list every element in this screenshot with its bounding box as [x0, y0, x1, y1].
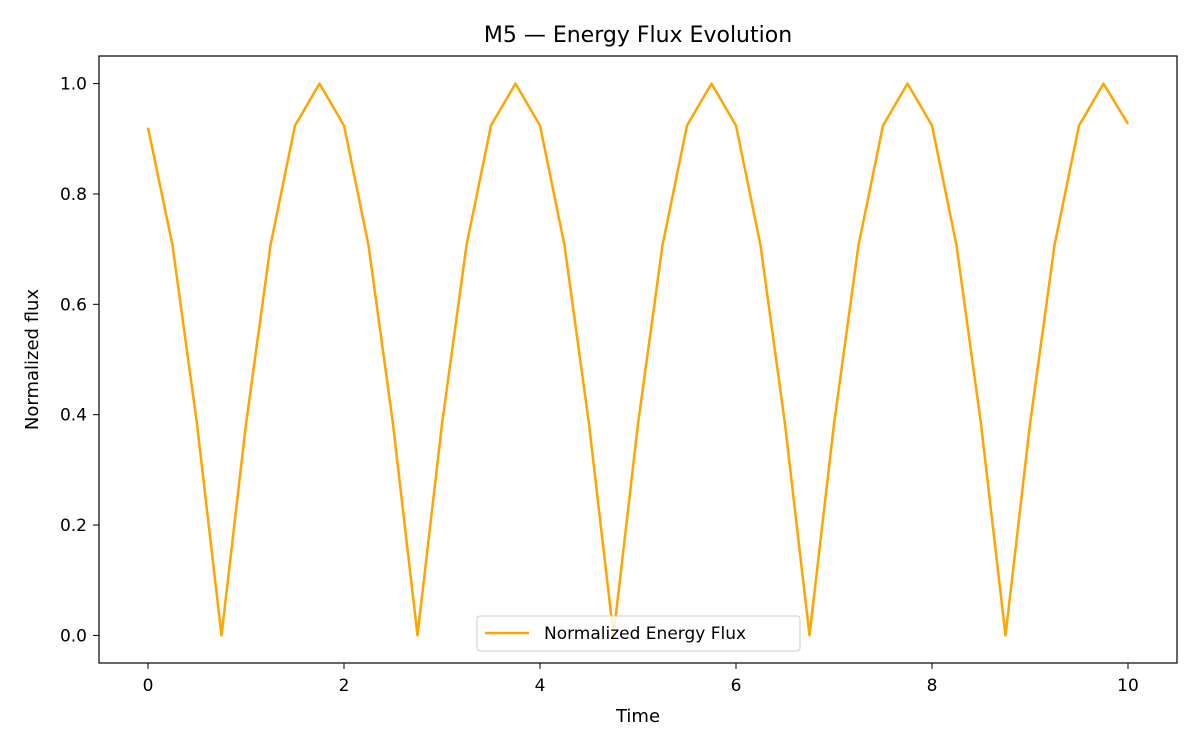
legend-label: Normalized Energy Flux — [544, 624, 746, 644]
y-tick-label: 0.2 — [60, 516, 87, 536]
x-tick-label: 10 — [1117, 676, 1139, 696]
series-line — [146, 82, 1130, 637]
x-tick-label: 2 — [339, 676, 350, 696]
x-axis-title: Time — [615, 706, 660, 727]
y-tick-label: 1.0 — [60, 75, 87, 95]
legend-box — [476, 615, 801, 652]
x-tick-label: 8 — [927, 676, 938, 696]
chart-title: M5 — Energy Flux Evolution — [484, 23, 792, 48]
y-axis-title: Normalized flux — [22, 289, 43, 431]
y-tick-label: 0.0 — [60, 626, 87, 646]
x-tick-label: 4 — [535, 676, 546, 696]
axes-ticks: 0 2 4 6 8 10 0.0 0.2 0.4 0.6 0.8 1.0 — [60, 75, 1139, 696]
x-tick-label: 6 — [731, 676, 742, 696]
legend: Normalized Energy Flux — [476, 615, 801, 652]
y-tick-label: 0.8 — [60, 185, 87, 205]
plot-area — [146, 82, 1130, 637]
y-tick-label: 0.6 — [60, 295, 87, 315]
axes-frame — [98, 55, 1178, 664]
y-tick-label: 0.4 — [60, 406, 87, 426]
x-tick-label: 0 — [143, 676, 154, 696]
